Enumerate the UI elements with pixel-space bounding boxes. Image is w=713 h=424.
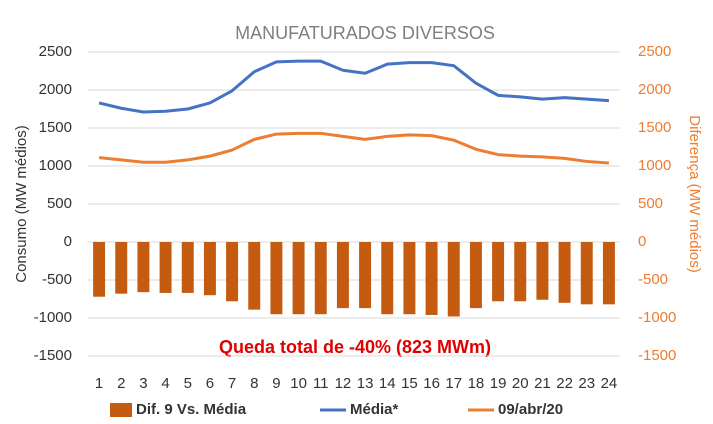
x-tick-label: 18 (468, 375, 485, 392)
y2-tick-label: 2000 (638, 81, 671, 98)
y-tick-label: -1000 (34, 309, 72, 326)
chart-title: MANUFATURADOS DIVERSOS (235, 23, 495, 43)
x-tick-label: 16 (423, 375, 440, 392)
x-tick-label: 5 (184, 375, 192, 392)
y2-tick-label: -500 (638, 271, 668, 288)
legend-label: 09/abr/20 (498, 401, 563, 418)
x-tick-label: 14 (379, 375, 396, 392)
y-axis-label: Consumo (MW médios) (13, 125, 30, 283)
bar (226, 242, 239, 302)
x-tick-label: 17 (445, 375, 462, 392)
y2-axis-label: Diferença (MW médios) (686, 115, 703, 273)
y2-tick-label: 0 (638, 233, 646, 250)
y2-tick-label: 2500 (638, 43, 671, 60)
legend-label: Dif. 9 Vs. Média (136, 401, 247, 418)
x-tick-label: 4 (161, 375, 169, 392)
legend-swatch (110, 403, 132, 417)
y-tick-label: -1500 (34, 347, 72, 364)
bar (536, 242, 549, 300)
y-tick-label: 2000 (39, 81, 72, 98)
bar (492, 242, 505, 302)
bar (602, 242, 615, 305)
y-tick-label: 1000 (39, 157, 72, 174)
line (98, 59, 610, 114)
bar (248, 242, 261, 310)
bar (359, 242, 372, 309)
y2-tick-label: -1500 (638, 347, 676, 364)
x-tick-label: 12 (335, 375, 352, 392)
x-tick-label: 2 (117, 375, 125, 392)
x-tick-label: 1 (95, 375, 103, 392)
bar (558, 242, 571, 303)
x-tick-label: 9 (272, 375, 280, 392)
bar (336, 242, 349, 309)
x-tick-label: 19 (490, 375, 507, 392)
x-tick-label: 22 (556, 375, 573, 392)
bar (115, 242, 128, 294)
bar (181, 242, 194, 293)
bar (403, 242, 416, 315)
y-tick-label: 1500 (39, 119, 72, 136)
bar (447, 242, 460, 317)
bar (93, 242, 106, 297)
y-tick-label: 0 (64, 233, 72, 250)
line (98, 131, 610, 165)
annotation: Queda total de -40% (823 MWm) (219, 337, 491, 357)
y-tick-label: 2500 (39, 43, 72, 60)
bar (469, 242, 482, 309)
y-tick-label: 500 (47, 195, 72, 212)
bar (159, 242, 172, 293)
x-tick-label: 7 (228, 375, 236, 392)
y2-tick-label: 1500 (638, 119, 671, 136)
x-tick-label: 21 (534, 375, 551, 392)
bar (203, 242, 216, 296)
x-tick-label: 3 (139, 375, 147, 392)
bar (270, 242, 283, 315)
x-tick-label: 6 (206, 375, 214, 392)
x-tick-label: 20 (512, 375, 529, 392)
x-tick-label: 23 (578, 375, 595, 392)
legend-label: Média* (350, 401, 399, 418)
x-tick-label: 24 (601, 375, 618, 392)
bar (292, 242, 305, 315)
x-tick-label: 15 (401, 375, 418, 392)
x-tick-label: 8 (250, 375, 258, 392)
y2-tick-label: 1000 (638, 157, 671, 174)
x-tick-label: 13 (357, 375, 374, 392)
bar (580, 242, 593, 305)
x-tick-label: 11 (313, 375, 329, 392)
y2-tick-label: -1000 (638, 309, 676, 326)
bar (381, 242, 394, 315)
bar (425, 242, 438, 315)
bar (514, 242, 527, 302)
bar (137, 242, 150, 293)
bar (314, 242, 327, 315)
y2-tick-label: 500 (638, 195, 663, 212)
y-tick-label: -500 (42, 271, 72, 288)
x-tick-label: 10 (290, 375, 307, 392)
